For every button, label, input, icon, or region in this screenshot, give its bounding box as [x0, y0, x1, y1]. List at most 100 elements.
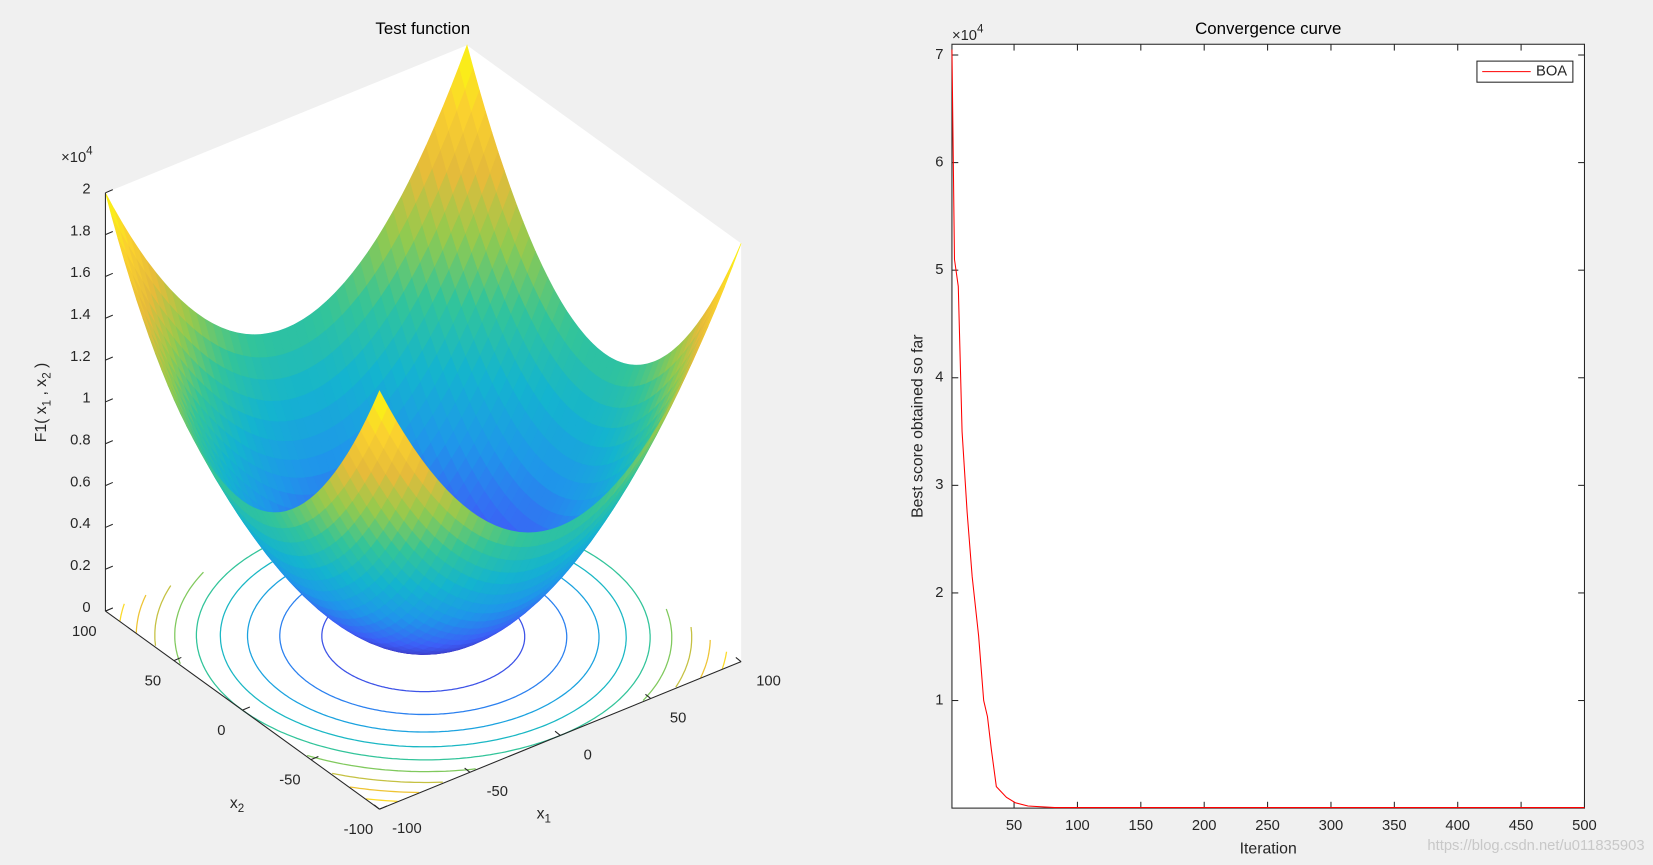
z-axis-label-part: , x [33, 379, 50, 400]
y-tick-label: -50 [279, 773, 300, 789]
x-tick-label: 50 [1006, 818, 1022, 834]
z-multiplier-part: ×10 [61, 150, 86, 166]
y-axis-label-part: 2 [238, 803, 244, 815]
surface-patch [372, 390, 389, 421]
contour-line [154, 585, 172, 646]
z-tick-label: 1.6 [70, 265, 91, 281]
contour-line [135, 594, 147, 633]
watermark: https://blog.csdn.net/u011835903 [1427, 838, 1644, 854]
legend-label: BOA [1536, 64, 1567, 80]
y-axis-label: x2 [230, 795, 244, 815]
z-tick-label: 0.6 [70, 474, 91, 490]
x-tick-label: 150 [1129, 818, 1154, 834]
contour-line [675, 626, 693, 688]
y-tick-label: 0 [217, 723, 225, 739]
x-tick-label: 350 [1382, 818, 1407, 834]
y-tick-label: 3 [935, 477, 943, 493]
x-tick-label: 500 [1572, 818, 1597, 834]
z-axis-label-part: ) [33, 363, 50, 373]
x-tick-label: 100 [1065, 818, 1090, 834]
contour-line [700, 639, 711, 678]
z-tick-label: 0.2 [70, 558, 91, 574]
z-tick-label: 0.4 [70, 516, 91, 532]
z-tick [105, 398, 114, 403]
y-tick [310, 755, 319, 761]
z-tick-label: 1 [82, 391, 90, 407]
chart-title: Convergence curve [1195, 19, 1341, 38]
y-tick [379, 805, 388, 810]
z-tick [105, 440, 114, 445]
surface-plot: 0 0.2 0.4 0.6 0.8 1 1.2 1.4 1.6 1.8 2 -100 -50 0 50 100… [33, 19, 780, 838]
x-tick-label: 250 [1255, 818, 1280, 834]
y-tick-label: -100 [344, 822, 374, 838]
series-line [951, 49, 1585, 809]
contour-line [642, 608, 673, 701]
x-tick [645, 693, 652, 699]
x-axis-label-part: x [537, 806, 545, 823]
y-tick-label: 1 [935, 692, 943, 708]
x-axis-label-part: 1 [545, 814, 551, 826]
x-tick-label: 100 [756, 674, 781, 690]
x-tick-label: 0 [584, 747, 592, 763]
x-tick-label: -50 [487, 784, 508, 800]
x-tick [464, 767, 471, 773]
plot-area [951, 43, 1586, 809]
contour-line [365, 798, 398, 802]
z-axis-label-part: 2 [42, 372, 54, 378]
y-tick [173, 656, 182, 662]
z-tick [105, 481, 114, 487]
y-multiplier-part: ×10 [952, 28, 977, 44]
x-tick-label: 200 [1192, 818, 1217, 834]
z-tick-label: 1.2 [70, 349, 91, 365]
x-tick-label: 300 [1319, 818, 1344, 834]
y-multiplier: ×104 [952, 24, 984, 44]
x-tick-label: 50 [670, 710, 686, 726]
z-tick [105, 189, 114, 194]
y-axis-label-part: x [230, 795, 238, 812]
x-tick-label: 450 [1509, 818, 1534, 834]
z-axis-label: F1( x1 , x2 ) [33, 363, 53, 443]
y-tick-label: 4 [935, 370, 943, 386]
z-tick-label: 2 [82, 182, 90, 198]
contour-line [174, 571, 204, 664]
z-tick-label: 1.4 [70, 307, 91, 323]
y-tick-label: 100 [72, 624, 97, 640]
contour-line [119, 603, 125, 622]
y-tick-label: 6 [935, 154, 943, 170]
x-tick-label: 400 [1445, 818, 1470, 834]
contour-line [307, 754, 476, 773]
chart-title: Test function [375, 19, 470, 38]
line-plot: 1 2 3 4 5 6 7 50 100 150 200 250 300 350 400 450 500 BOA C… [909, 19, 1596, 857]
x-tick [554, 730, 561, 736]
x-tick-label: -100 [392, 821, 422, 837]
z-tick [105, 314, 114, 319]
z-multiplier-part: 4 [86, 146, 93, 158]
contour-line [349, 786, 420, 794]
z-tick-label: 1.8 [70, 223, 91, 239]
z-multiplier: ×104 [61, 146, 93, 166]
z-axis-label-part: 1 [42, 400, 54, 406]
y-tick [105, 607, 114, 612]
y-tick-label: 50 [145, 674, 161, 690]
contour-line [721, 651, 728, 670]
x-tick [373, 804, 380, 810]
z-tick [105, 356, 114, 361]
z-tick [105, 272, 114, 277]
y-axis-label: Best score obtained so far [909, 334, 926, 517]
z-tick [105, 523, 114, 528]
x-axis-label: x1 [537, 806, 551, 826]
y-tick-label: 2 [935, 585, 943, 601]
z-tick [105, 565, 114, 570]
y-tick-label: 5 [935, 262, 943, 278]
contour-line [332, 772, 443, 784]
z-tick [105, 230, 114, 236]
y-tick [242, 706, 251, 711]
x-axis-label: Iteration [1240, 840, 1297, 857]
x-tick [735, 657, 742, 663]
z-axis-label-part: F1( x [33, 406, 50, 442]
z-tick-label: 0 [82, 600, 90, 616]
z-tick-label: 0.8 [70, 433, 91, 449]
y-tick-label: 7 [935, 47, 943, 63]
